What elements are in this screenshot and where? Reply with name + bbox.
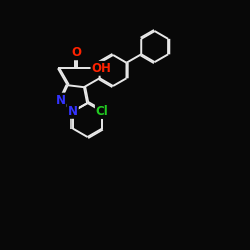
Text: Cl: Cl xyxy=(96,105,108,118)
Text: OH: OH xyxy=(92,62,111,75)
Text: N: N xyxy=(68,105,78,118)
Text: N: N xyxy=(56,94,66,107)
Text: O: O xyxy=(71,46,81,59)
